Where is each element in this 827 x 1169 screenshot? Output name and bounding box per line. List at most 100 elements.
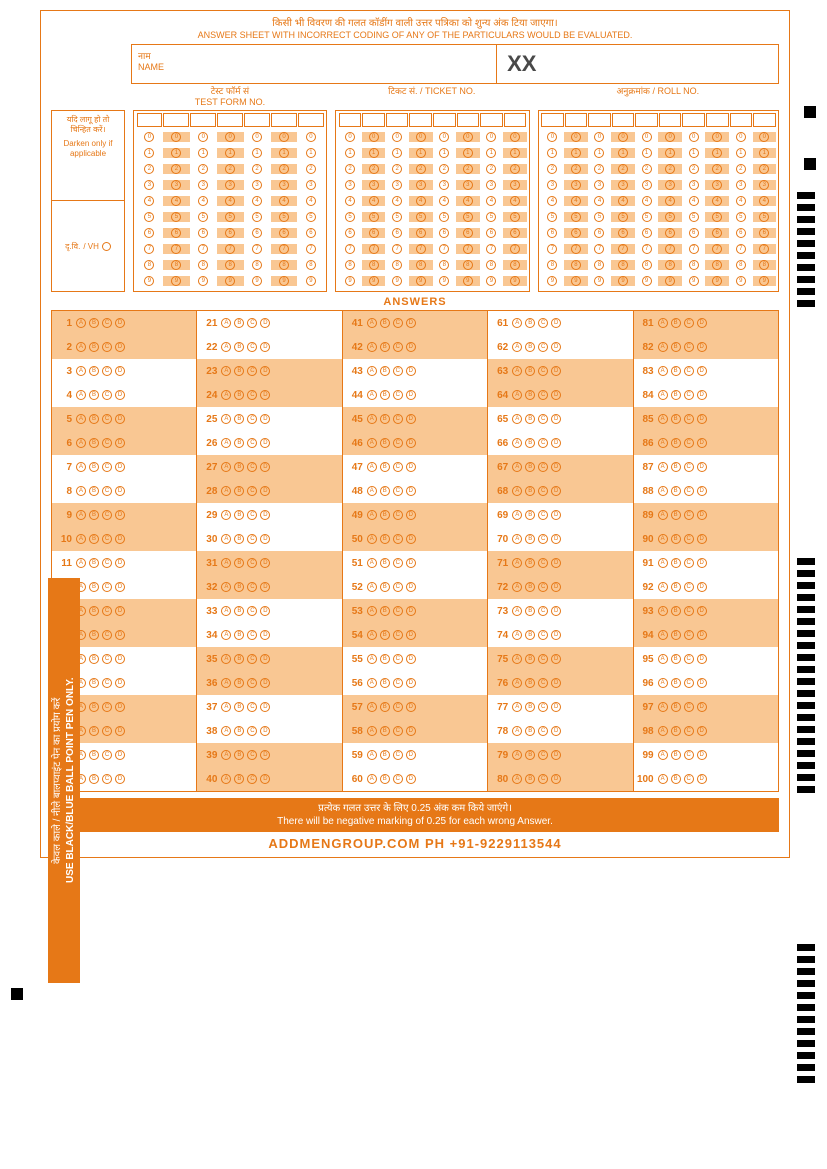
digit-bubble[interactable]: 5 — [369, 212, 379, 222]
answer-bubble[interactable]: D — [406, 558, 416, 568]
digit-box[interactable] — [271, 113, 297, 127]
answer-bubble[interactable]: B — [234, 510, 244, 520]
answer-bubble[interactable]: A — [512, 678, 522, 688]
digit-bubble[interactable]: 4 — [642, 196, 652, 206]
digit-bubble[interactable]: 6 — [486, 228, 496, 238]
answer-bubble[interactable]: D — [406, 774, 416, 784]
digit-box[interactable] — [682, 113, 705, 127]
answer-bubble[interactable]: B — [89, 630, 99, 640]
answer-bubble[interactable]: B — [234, 654, 244, 664]
answer-bubble[interactable]: C — [247, 606, 257, 616]
answer-bubble[interactable]: D — [406, 702, 416, 712]
answer-bubble[interactable]: D — [697, 654, 707, 664]
answer-bubble[interactable]: B — [89, 318, 99, 328]
answer-bubble[interactable]: B — [89, 654, 99, 664]
digit-bubble[interactable]: 3 — [225, 180, 235, 190]
answer-bubble[interactable]: D — [406, 462, 416, 472]
digit-bubble[interactable]: 4 — [547, 196, 557, 206]
answer-bubble[interactable]: D — [260, 438, 270, 448]
answer-bubble[interactable]: A — [512, 486, 522, 496]
answer-bubble[interactable]: B — [671, 366, 681, 376]
answer-bubble[interactable]: A — [367, 606, 377, 616]
answer-bubble[interactable]: B — [380, 462, 390, 472]
answer-bubble[interactable]: B — [89, 462, 99, 472]
digit-bubble[interactable]: 3 — [736, 180, 746, 190]
digit-bubble[interactable]: 3 — [547, 180, 557, 190]
answer-bubble[interactable]: D — [260, 534, 270, 544]
digit-bubble[interactable]: 4 — [345, 196, 355, 206]
digit-bubble[interactable]: 7 — [689, 244, 699, 254]
answer-bubble[interactable]: A — [658, 702, 668, 712]
answer-bubble[interactable]: A — [221, 678, 231, 688]
answer-bubble[interactable]: D — [115, 486, 125, 496]
answer-bubble[interactable]: C — [393, 558, 403, 568]
answer-bubble[interactable]: A — [367, 654, 377, 664]
digit-bubble[interactable]: 9 — [689, 276, 699, 286]
digit-bubble[interactable]: 0 — [279, 132, 289, 142]
digit-bubble[interactable]: 9 — [736, 276, 746, 286]
digit-bubble[interactable]: 0 — [225, 132, 235, 142]
answer-bubble[interactable]: C — [247, 342, 257, 352]
answer-bubble[interactable]: C — [247, 654, 257, 664]
digit-bubble[interactable]: 5 — [689, 212, 699, 222]
answer-bubble[interactable]: C — [102, 726, 112, 736]
answer-bubble[interactable]: A — [658, 390, 668, 400]
digit-bubble[interactable]: 8 — [571, 260, 581, 270]
digit-bubble[interactable]: 5 — [345, 212, 355, 222]
answer-bubble[interactable]: D — [697, 558, 707, 568]
answer-bubble[interactable]: D — [406, 654, 416, 664]
digit-box[interactable] — [730, 113, 753, 127]
answer-bubble[interactable]: D — [115, 702, 125, 712]
digit-bubble[interactable]: 2 — [369, 164, 379, 174]
answer-bubble[interactable]: C — [393, 342, 403, 352]
digit-bubble[interactable]: 8 — [345, 260, 355, 270]
answer-bubble[interactable]: B — [89, 582, 99, 592]
answer-bubble[interactable]: A — [658, 630, 668, 640]
answer-bubble[interactable]: A — [221, 414, 231, 424]
answer-bubble[interactable]: B — [380, 582, 390, 592]
answer-bubble[interactable]: B — [525, 630, 535, 640]
answer-bubble[interactable]: A — [367, 774, 377, 784]
answer-bubble[interactable]: B — [380, 510, 390, 520]
digit-bubble[interactable]: 9 — [198, 276, 208, 286]
digit-box[interactable] — [244, 113, 270, 127]
digit-bubble[interactable]: 1 — [392, 148, 402, 158]
answer-bubble[interactable]: D — [697, 342, 707, 352]
digit-bubble[interactable]: 0 — [252, 132, 262, 142]
answer-bubble[interactable]: B — [234, 606, 244, 616]
answer-bubble[interactable]: A — [658, 318, 668, 328]
answer-bubble[interactable]: B — [671, 654, 681, 664]
digit-bubble[interactable]: 1 — [571, 148, 581, 158]
answer-bubble[interactable]: B — [380, 342, 390, 352]
digit-bubble[interactable]: 4 — [198, 196, 208, 206]
digit-bubble[interactable]: 4 — [759, 196, 769, 206]
answer-bubble[interactable]: C — [393, 390, 403, 400]
answer-bubble[interactable]: A — [658, 534, 668, 544]
answer-bubble[interactable]: D — [115, 318, 125, 328]
answer-bubble[interactable]: B — [89, 414, 99, 424]
digit-bubble[interactable]: 0 — [665, 132, 675, 142]
answer-bubble[interactable]: A — [512, 462, 522, 472]
answer-bubble[interactable]: C — [538, 342, 548, 352]
answer-bubble[interactable]: A — [658, 678, 668, 688]
digit-bubble[interactable]: 5 — [736, 212, 746, 222]
answer-bubble[interactable]: D — [697, 534, 707, 544]
digit-bubble[interactable]: 4 — [689, 196, 699, 206]
digit-bubble[interactable]: 5 — [306, 212, 316, 222]
answer-bubble[interactable]: B — [525, 654, 535, 664]
answer-bubble[interactable]: A — [367, 510, 377, 520]
digit-bubble[interactable]: 6 — [369, 228, 379, 238]
answer-bubble[interactable]: C — [102, 486, 112, 496]
answer-bubble[interactable]: A — [367, 414, 377, 424]
digit-bubble[interactable]: 5 — [392, 212, 402, 222]
digit-bubble[interactable]: 7 — [486, 244, 496, 254]
digit-bubble[interactable]: 7 — [594, 244, 604, 254]
answer-bubble[interactable]: A — [512, 606, 522, 616]
answer-bubble[interactable]: C — [684, 558, 694, 568]
answer-bubble[interactable]: A — [512, 534, 522, 544]
answer-bubble[interactable]: C — [247, 318, 257, 328]
answer-bubble[interactable]: C — [538, 702, 548, 712]
answer-bubble[interactable]: D — [260, 486, 270, 496]
answer-bubble[interactable]: C — [684, 414, 694, 424]
digit-bubble[interactable]: 2 — [712, 164, 722, 174]
